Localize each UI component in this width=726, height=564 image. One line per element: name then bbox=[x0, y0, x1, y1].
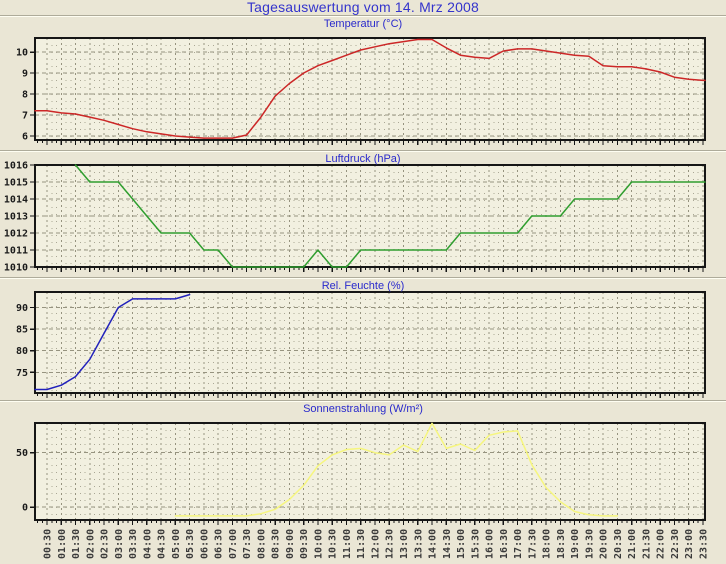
svg-text:13:30: 13:30 bbox=[413, 529, 424, 559]
svg-text:20:00: 20:00 bbox=[599, 529, 610, 559]
svg-text:6: 6 bbox=[22, 132, 28, 143]
svg-text:09:30: 09:30 bbox=[299, 529, 310, 559]
svg-text:10:00: 10:00 bbox=[313, 529, 324, 559]
svg-text:7: 7 bbox=[22, 111, 28, 122]
svg-text:17:00: 17:00 bbox=[513, 529, 524, 559]
svg-text:03:00: 03:00 bbox=[114, 529, 125, 559]
svg-text:18:00: 18:00 bbox=[542, 529, 553, 559]
svg-text:04:30: 04:30 bbox=[157, 529, 168, 559]
svg-text:90: 90 bbox=[16, 303, 28, 314]
svg-text:08:00: 08:00 bbox=[256, 529, 267, 559]
svg-text:05:30: 05:30 bbox=[185, 529, 196, 559]
svg-text:07:00: 07:00 bbox=[228, 529, 239, 559]
svg-text:21:00: 21:00 bbox=[627, 529, 638, 559]
svg-text:1012: 1012 bbox=[4, 229, 28, 240]
separator bbox=[0, 15, 726, 17]
pressure-chart-section: Luftdruck (hPa) 1010 1011 1012 1013 1014 1015… bbox=[0, 152, 726, 277]
svg-text:01:30: 01:30 bbox=[71, 529, 82, 559]
svg-text:07:30: 07:30 bbox=[242, 529, 253, 559]
svg-text:13:00: 13:00 bbox=[399, 529, 410, 559]
pressure-chart: 1010 1011 1012 1013 1014 1015 1016 bbox=[4, 161, 706, 274]
svg-text:19:30: 19:30 bbox=[584, 529, 595, 559]
svg-text:17:30: 17:30 bbox=[527, 529, 538, 559]
humidity-chart-section: Rel. Feuchte (%) 75 80 85 90 bbox=[0, 279, 726, 400]
svg-text:11:00: 11:00 bbox=[342, 529, 353, 559]
svg-text:1015: 1015 bbox=[4, 178, 28, 189]
svg-text:08:30: 08:30 bbox=[271, 529, 282, 559]
svg-text:16:00: 16:00 bbox=[485, 529, 496, 559]
humidity-chart-title: Rel. Feuchte (%) bbox=[321, 280, 405, 292]
separator bbox=[0, 150, 726, 152]
svg-text:50: 50 bbox=[16, 448, 28, 459]
svg-text:06:30: 06:30 bbox=[214, 529, 225, 559]
humidity-chart: 75 80 85 90 bbox=[16, 291, 706, 398]
svg-text:10: 10 bbox=[16, 48, 28, 59]
svg-text:23:30: 23:30 bbox=[698, 529, 709, 559]
svg-text:8: 8 bbox=[22, 90, 28, 101]
svg-text:00:30: 00:30 bbox=[43, 529, 54, 559]
svg-text:01:00: 01:00 bbox=[57, 529, 68, 559]
svg-text:1011: 1011 bbox=[4, 246, 28, 257]
svg-text:11:30: 11:30 bbox=[356, 529, 367, 559]
svg-text:03:30: 03:30 bbox=[128, 529, 139, 559]
temperature-chart: 6 7 8 9 10 bbox=[16, 37, 706, 145]
svg-text:09:00: 09:00 bbox=[285, 529, 296, 559]
svg-text:15:00: 15:00 bbox=[456, 529, 467, 559]
svg-text:16:30: 16:30 bbox=[499, 529, 510, 559]
svg-text:9: 9 bbox=[22, 69, 28, 80]
radiation-chart-title: Sonnenstrahlung (W/m²) bbox=[303, 403, 423, 415]
svg-text:14:30: 14:30 bbox=[442, 529, 453, 559]
svg-text:21:30: 21:30 bbox=[641, 529, 652, 559]
svg-text:1016: 1016 bbox=[4, 161, 28, 172]
svg-text:1013: 1013 bbox=[4, 212, 28, 223]
separator bbox=[0, 400, 726, 402]
svg-text:19:00: 19:00 bbox=[570, 529, 581, 559]
svg-text:15:30: 15:30 bbox=[470, 529, 481, 559]
page-title: Tagesauswertung vom 14. Mrz 2008 bbox=[246, 0, 480, 15]
svg-text:02:30: 02:30 bbox=[100, 529, 111, 559]
svg-text:1014: 1014 bbox=[4, 195, 28, 206]
svg-text:02:00: 02:00 bbox=[85, 529, 96, 559]
svg-text:0: 0 bbox=[22, 503, 28, 514]
svg-text:05:00: 05:00 bbox=[171, 529, 182, 559]
svg-text:80: 80 bbox=[16, 346, 28, 357]
svg-text:22:00: 22:00 bbox=[656, 529, 667, 559]
svg-text:22:30: 22:30 bbox=[670, 529, 681, 559]
svg-text:14:00: 14:00 bbox=[428, 529, 439, 559]
svg-text:20:30: 20:30 bbox=[613, 529, 624, 559]
svg-text:10:30: 10:30 bbox=[328, 529, 339, 559]
svg-text:18:30: 18:30 bbox=[556, 529, 567, 559]
svg-text:23:00: 23:00 bbox=[684, 529, 695, 559]
svg-text:04:00: 04:00 bbox=[142, 529, 153, 559]
svg-text:85: 85 bbox=[16, 325, 28, 336]
temperature-chart-title: Temperatur (°C) bbox=[323, 18, 403, 30]
pressure-chart-title: Luftdruck (hPa) bbox=[325, 153, 401, 165]
svg-text:06:00: 06:00 bbox=[199, 529, 210, 559]
temperature-chart-section: Temperatur (°C) 6 7 8 9 10 bbox=[0, 17, 726, 150]
svg-text:12:00: 12:00 bbox=[370, 529, 381, 559]
svg-text:1010: 1010 bbox=[4, 263, 28, 274]
radiation-chart-section: Sonnenstrahlung (W/m²) 0 50 00:30 01:00 01:3… bbox=[0, 402, 726, 564]
svg-text:75: 75 bbox=[16, 368, 28, 379]
svg-text:12:30: 12:30 bbox=[385, 529, 396, 559]
separator bbox=[0, 277, 726, 279]
